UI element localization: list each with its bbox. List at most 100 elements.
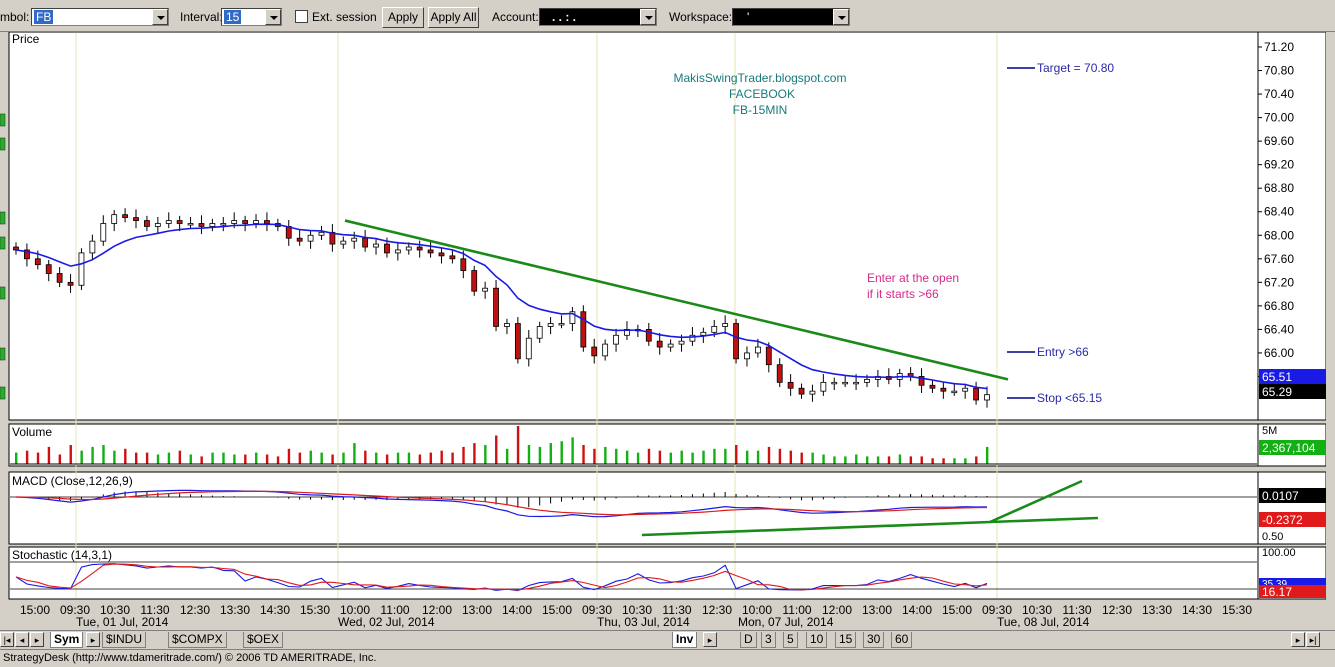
volume-bar — [593, 448, 596, 464]
symbol-value: FB — [34, 10, 54, 24]
candle-down — [765, 346, 772, 366]
right-tool-strip — [1326, 32, 1335, 602]
sym-next-icon[interactable]: ▸ — [86, 632, 100, 647]
volume-badge — [1259, 440, 1326, 455]
time-tick-label: 15:00 — [20, 603, 50, 617]
volume-bar — [887, 456, 891, 464]
date-label: Thu, 03 Jul, 2014 — [597, 615, 690, 629]
symbol-select[interactable]: FB — [31, 8, 169, 26]
chart-area[interactable]: 71.20 70.80 70.40 70.00 69.60 69.20 68.80 68.40… — [0, 32, 1335, 630]
candle-up — [525, 337, 532, 360]
tab-compx[interactable]: $COMPX — [168, 632, 227, 648]
candle-down — [645, 328, 652, 342]
chevron-down-icon[interactable] — [640, 9, 656, 25]
status-bar: StrategyDesk (http://www.tdameritrade.co… — [0, 649, 1335, 667]
time-tick-label: 14:30 — [260, 603, 290, 617]
tab-d[interactable]: D — [740, 632, 757, 648]
price-badge-black-text: 65.29 — [1262, 385, 1292, 399]
volume-bar — [145, 452, 149, 464]
time-tick-label: 10:00 — [340, 603, 370, 617]
chart-canvas[interactable]: 71.20 70.80 70.40 70.00 69.60 69.20 68.80 68.40… — [0, 32, 1335, 630]
tab-indu[interactable]: $INDU — [102, 632, 147, 648]
volume-bar — [724, 448, 727, 464]
candle-up — [558, 323, 565, 326]
tab-10[interactable]: 10 — [806, 632, 828, 648]
volume-bar — [789, 450, 793, 464]
volume-bar — [418, 454, 422, 464]
time-tick-label: 11:00 — [380, 603, 409, 617]
prev-icon[interactable]: ◂ — [15, 632, 29, 647]
bottom-tab-bar: |◂ ◂ ▸ Sym ▸ $INDU $COMPX $OEX Inv ▸ D 3… — [0, 630, 1335, 648]
candle-up — [100, 223, 107, 242]
candle-up — [962, 387, 969, 392]
tab-60[interactable]: 60 — [891, 632, 913, 648]
macd-signal-line — [15, 490, 988, 516]
tab-3[interactable]: 3 — [761, 632, 776, 648]
time-tick-label: 13:30 — [1142, 603, 1172, 617]
candle-down — [493, 287, 499, 327]
price-tick-label: 71.20 — [1264, 40, 1294, 54]
price-tick-label: 68.80 — [1264, 181, 1294, 195]
workspace-select[interactable]: ' — [732, 8, 850, 26]
price-badge-black — [1259, 384, 1326, 399]
candle-down — [296, 237, 303, 242]
candle-up — [154, 223, 161, 227]
time-tick-label: 10:30 — [622, 603, 652, 617]
tab-oex[interactable]: $OEX — [243, 632, 284, 648]
candle-down — [460, 258, 467, 271]
candle-up — [340, 240, 347, 245]
price-tick-label: 67.60 — [1264, 252, 1294, 266]
tab-15[interactable]: 15 — [835, 632, 857, 648]
chevron-down-icon[interactable] — [152, 9, 168, 25]
volume-bar — [975, 456, 978, 464]
volume-bar — [353, 443, 356, 464]
price-pane — [8, 32, 1259, 421]
first-icon[interactable]: |◂ — [0, 632, 14, 647]
tab-5[interactable]: 5 — [783, 632, 798, 648]
volume-badge-text: 2,367,104 — [1262, 441, 1316, 455]
ext-session-checkbox[interactable] — [295, 10, 308, 23]
interval-select[interactable]: 15 — [221, 8, 282, 26]
time-tick-label: 09:30 — [982, 603, 1012, 617]
chevron-down-icon[interactable] — [265, 9, 281, 25]
candle-down — [198, 223, 205, 227]
volume-bar — [113, 450, 116, 464]
candle-down — [514, 323, 521, 360]
tab-30[interactable]: 30 — [863, 632, 885, 648]
candle-down — [656, 340, 663, 348]
time-tick-label: 12:30 — [180, 603, 210, 617]
tab-inv[interactable]: Inv — [672, 632, 698, 648]
candle-down — [133, 217, 139, 221]
candle-down — [144, 220, 150, 227]
candle-up — [951, 390, 958, 394]
volume-bar — [276, 456, 280, 464]
candle-up — [613, 334, 619, 345]
downtrend-line — [344, 219, 1009, 381]
time-tick-label: 10:30 — [100, 603, 130, 617]
volume-bar — [844, 456, 847, 464]
candle-down — [24, 249, 30, 260]
apply-all-button[interactable]: Apply All — [428, 7, 479, 28]
volume-bar — [516, 426, 520, 464]
inv-next-icon[interactable]: ▸ — [703, 632, 717, 647]
volume-bar — [69, 445, 72, 464]
chevron-down-icon[interactable] — [833, 9, 849, 25]
volume-bar — [331, 454, 334, 464]
tab-sym[interactable]: Sym — [50, 632, 84, 648]
candle-up — [624, 328, 630, 336]
scroll-end-icon[interactable]: ▸| — [1306, 632, 1320, 647]
time-tick-label: 12:00 — [422, 603, 452, 617]
apply-button[interactable]: Apply — [382, 7, 424, 28]
candle-up — [165, 220, 172, 224]
candle-up — [754, 346, 761, 354]
candle-down — [940, 387, 947, 392]
time-tick-label: 12:30 — [702, 603, 732, 617]
scroll-right-icon[interactable]: ▸ — [1291, 632, 1305, 647]
account-select[interactable]: . . : . — [539, 8, 657, 26]
volume-bar — [549, 443, 552, 464]
volume-bar — [909, 456, 913, 464]
next-icon[interactable]: ▸ — [30, 632, 44, 647]
candle-down — [45, 264, 52, 274]
target-label: Target = 70.80 — [1037, 61, 1114, 75]
macd-support-line — [641, 520, 991, 537]
